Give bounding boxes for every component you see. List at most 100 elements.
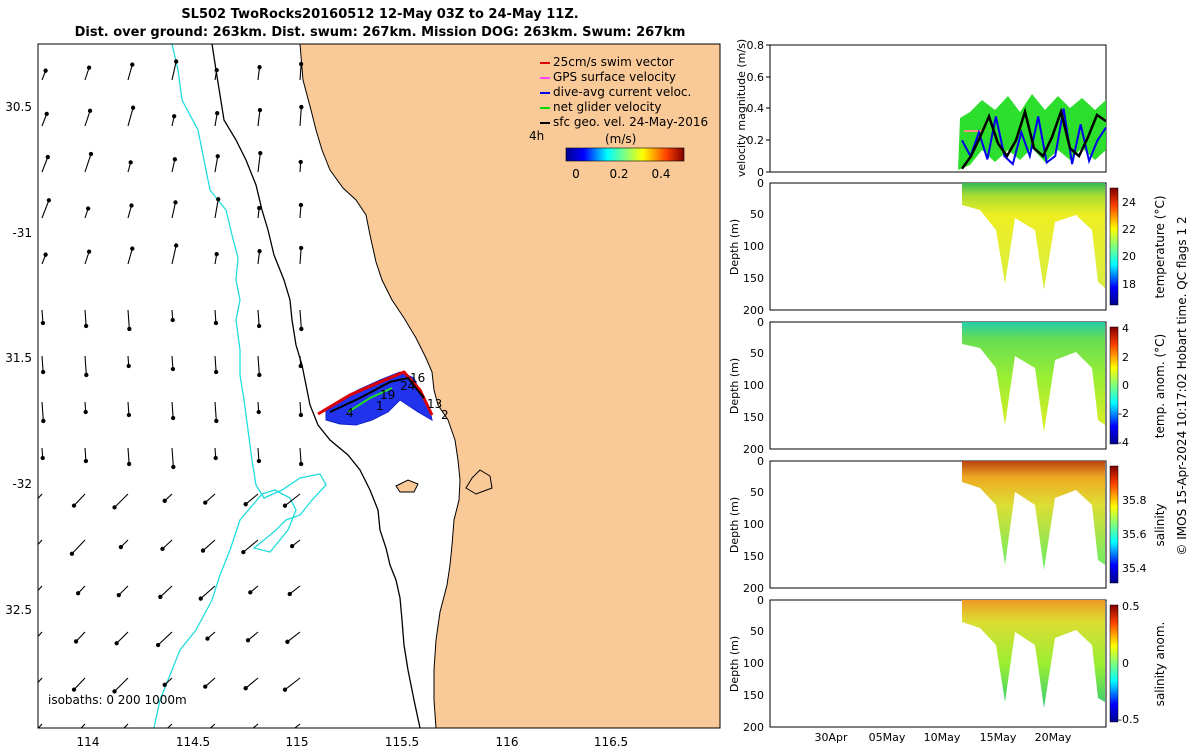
vector-arrow-head [287,591,292,597]
vector-arrow-head [86,206,91,211]
vector-arrow-head [161,731,164,734]
vector-arrow [80,723,86,728]
vector-arrow-head [155,642,161,648]
map-legend: 25cm/s swim vector GPS surface velocity … [529,55,708,181]
vector-arrow [127,107,134,127]
vector-arrow [214,113,218,127]
isobaths-label: isobaths: 0 200 1000m [48,693,187,707]
vector-arrow-head [213,369,219,375]
vector-arrow [257,153,261,173]
vector-arrow [257,110,261,127]
velocity-ytick: 0.6 [747,71,765,84]
vector-arrow [38,493,43,500]
colorbar-tick: 35.6 [1122,528,1147,541]
vector-arrow [41,200,50,219]
vector-arrow-head [298,202,304,208]
vector-arrow-head [245,638,251,643]
vector-arrow-head [130,105,136,110]
colorbar-tick: 18 [1122,278,1136,291]
vector-arrow [204,493,216,504]
vector-arrow [114,493,129,508]
vector-arrow-head [71,503,77,508]
vector-arrow-head [83,409,88,415]
time-tick: 05May [869,731,906,744]
track-label: 24 [400,379,415,393]
lat-tick-label: 30.5 [5,100,32,114]
depth-ytick: 150 [743,550,764,563]
vector-arrow-head [40,369,46,375]
temp-anom-section [962,322,1105,432]
vector-arrow [257,309,260,326]
lon-tick-label: 114 [77,735,100,749]
colorbar-tick: -4 [1118,436,1129,449]
vector-arrow [257,251,261,265]
vector-arrow-head [198,596,203,601]
vector-arrow [127,309,130,329]
vector-arrow-head [170,415,176,421]
vector-arrow-head [127,326,132,332]
vector-arrow [247,631,259,641]
vector-arrow [289,585,301,595]
lat-tick-label: -31 [12,226,32,240]
salinity-cbar-label: salinity [1153,503,1167,546]
vector-arrow [214,401,217,421]
velocity-ylabel: velocity magnitude (m/s) [735,39,748,177]
temperature-colorbar [1109,187,1119,306]
vector-arrow-head [130,62,135,67]
depth-ytick: 200 [743,721,764,734]
vector-arrow-head [44,111,49,117]
vector-arrow-head [34,638,37,641]
vector-arrow [171,245,177,265]
vector-arrow-head [114,641,119,646]
depth-ytick: 200 [743,582,764,595]
vector-arrow [171,61,177,81]
depth-ytick: 50 [750,347,764,360]
vector-arrow-head [75,591,81,596]
vector-arrow-head [203,500,208,505]
colorbar-tick: 0.2 [609,167,628,181]
vector-arrow-head [257,248,262,254]
depth-ytick: 150 [743,689,764,702]
vector-arrow [284,493,301,507]
vector-arrow-head [43,252,48,257]
temp-anom-colorbar [1109,326,1119,445]
chart-title-line1: SL502 TwoRocks20160512 12-May 03Z to 24-… [181,7,579,22]
vector-arrow-head [298,363,303,369]
vector-arrow [38,539,43,546]
vector-arrow-head [289,543,295,549]
vector-arrow-head [256,409,261,415]
vector-arrow [299,248,302,265]
time-tick: 15May [980,731,1017,744]
vector-arrow-head [30,734,33,737]
vector-arrow-head [84,372,89,378]
vector-arrow [162,539,173,550]
temp-anom-cbar-label: temp. anom. (°C) [1153,334,1167,438]
vector-arrow-head [174,59,179,64]
track-label: 4 [346,406,354,420]
vector-arrow-head [203,684,208,689]
vector-arrow-head [256,323,262,329]
lat-axis: 30.5 -31 31.5 -32 32.5 [5,100,32,617]
vector-arrow-head [174,243,179,248]
vector-arrow-head [257,107,263,113]
vector-arrow [171,202,177,219]
vector-arrow [299,447,302,464]
time-tick: 30Apr [814,731,848,744]
salinity-panel: 0 50 100 150 200 Depth (m) 35.8 35.6 35.… [728,455,1167,595]
vector-arrow-head [214,418,219,424]
depth-ytick: 150 [743,272,764,285]
glider-track [317,370,434,426]
vector-arrow-head [71,687,77,692]
vector-arrow-head [256,458,262,464]
vector-arrow [252,723,259,728]
lon-axis: 114 114.5 115 115.5 116 116.5 [77,735,629,749]
vector-arrow-head [299,326,304,332]
vector-arrow [84,110,91,127]
salinity-anom-colorbar [1109,604,1119,723]
vector-arrow-head [214,67,219,73]
temperature-panel: 0 50 100 150 200 Depth (m) 24 22 20 18 t… [728,177,1167,317]
map-land [299,44,720,728]
vector-arrow [114,677,129,692]
vector-arrow-head [298,159,303,165]
vector-arrow-head [170,317,175,323]
